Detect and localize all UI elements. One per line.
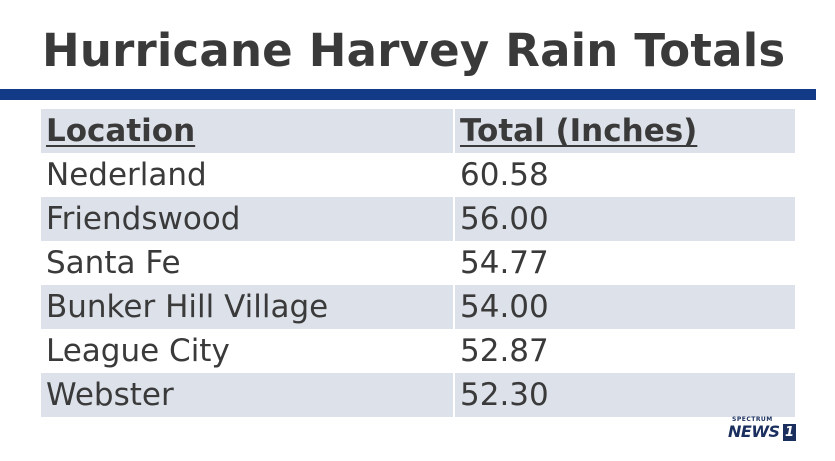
location-cell: Bunker Hill Village bbox=[41, 285, 455, 329]
total-cell: 60.58 bbox=[460, 157, 549, 193]
page-title: Hurricane Harvey Rain Totals bbox=[42, 24, 786, 77]
location-cell: Nederland bbox=[41, 153, 455, 197]
location-cell: Webster bbox=[41, 373, 455, 417]
location-cell: League City bbox=[41, 329, 455, 373]
table-row: Santa Fe 54.77 bbox=[41, 241, 795, 285]
table-row: Friendswood 56.00 bbox=[41, 197, 795, 241]
total-cell: 54.00 bbox=[455, 285, 795, 329]
table-row: Webster 52.30 bbox=[41, 373, 795, 417]
logo-brand-small: SPECTRUM bbox=[732, 416, 773, 423]
column-header-total: Total (Inches) bbox=[455, 109, 795, 153]
rain-totals-table: Location Total (Inches) Nederland 60.58 … bbox=[41, 109, 795, 417]
total-cell: 52.30 bbox=[455, 373, 795, 417]
total-cell: 54.77 bbox=[460, 245, 549, 281]
location-cell: Santa Fe bbox=[41, 241, 455, 285]
logo-brand-big: NEWS bbox=[728, 422, 780, 441]
table-row: League City 52.87 bbox=[41, 329, 795, 373]
column-header-location: Location bbox=[41, 109, 455, 153]
table-header-row: Location Total (Inches) bbox=[41, 109, 795, 153]
total-cell: 52.87 bbox=[460, 333, 549, 369]
spectrum-news-1-logo: SPECTRUM NEWS 1 bbox=[728, 416, 800, 444]
location-cell: Friendswood bbox=[41, 197, 455, 241]
title-divider bbox=[0, 89, 816, 100]
total-cell: 56.00 bbox=[455, 197, 795, 241]
logo-brand-number: 1 bbox=[783, 424, 796, 441]
table-row: Bunker Hill Village 54.00 bbox=[41, 285, 795, 329]
table-row: Nederland 60.58 bbox=[41, 153, 795, 197]
